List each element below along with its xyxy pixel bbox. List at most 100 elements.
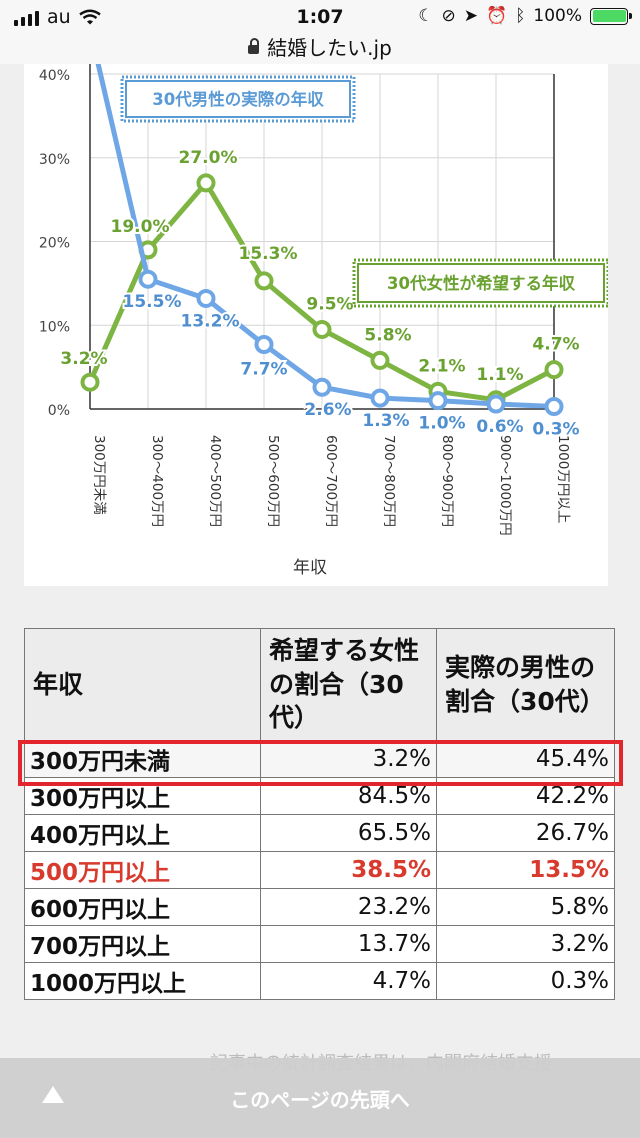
legend-male-box-inner — [125, 80, 351, 118]
data-label: 1.1% — [476, 365, 523, 385]
row-income: 700万円以上 — [24, 925, 261, 963]
table-row: 1000万円以上 4.7% 0.3% — [24, 962, 615, 1000]
back-to-top-label[interactable]: このページの先頭へ — [230, 1088, 410, 1112]
bluetooth-icon: ᛒ — [515, 6, 526, 26]
row-male-pct: 5.8% — [436, 888, 615, 926]
data-point — [312, 319, 332, 339]
data-point — [370, 350, 390, 370]
row-income: 600万円以上 — [24, 888, 261, 926]
battery-icon — [590, 7, 632, 25]
data-label: 1.3% — [362, 411, 409, 431]
table-row: 300万円未満 3.2% 45.4% — [24, 740, 615, 778]
data-label: 0.6% — [476, 417, 523, 437]
chart-svg: 0% 10% 20% 30% 40% 300万円未満 300〜400万円 400〜500万円 5… — [39, 64, 608, 578]
data-point — [254, 271, 274, 291]
data-label: 27.0% — [179, 148, 238, 168]
back-to-top-bar[interactable]: このページの先頭へ — [0, 1058, 640, 1138]
data-point — [428, 391, 448, 411]
rotation-lock-icon: ⊘ — [441, 6, 456, 26]
row-male-pct: 42.2% — [436, 777, 615, 815]
series-0-group — [95, 64, 564, 416]
data-label: 13.2% — [181, 311, 240, 331]
y-tick-label: 10% — [39, 319, 70, 335]
data-point — [80, 372, 100, 392]
row-female-pct: 84.5% — [260, 777, 437, 815]
data-point — [370, 388, 390, 408]
table-row: 600万円以上 23.2% 5.8% — [24, 888, 615, 926]
data-point — [138, 269, 158, 289]
data-label: 7.7% — [240, 360, 287, 380]
table-row: 400万円以上 65.5% 26.7% — [24, 814, 615, 852]
url-text: 結婚したい.jp — [267, 36, 392, 60]
up-arrow-icon — [42, 1086, 64, 1103]
income-table: 年収 希望する女性の割合（30代） 実際の男性の割合（30代） 300万円未満 … — [24, 628, 615, 1000]
data-label: 5.8% — [364, 325, 411, 345]
data-label: 9.5% — [306, 294, 353, 314]
data-label: 1.0% — [418, 414, 465, 434]
line-chart: 0% 10% 20% 30% 40% 300万円未満 300〜400万円 400〜500万円 5… — [24, 64, 608, 586]
x-tick-label: 600〜700万円 — [323, 435, 339, 527]
header-income: 年収 — [24, 628, 261, 741]
data-point — [544, 396, 564, 416]
x-tick-label: 300万円未満 — [91, 435, 107, 515]
data-label: 4.7% — [532, 335, 579, 355]
row-income: 300万円以上 — [24, 777, 261, 815]
y-tick-label: 20% — [39, 236, 70, 252]
status-right: ☾ ⊘ ➤ ⏰ ᛒ 100% — [418, 6, 632, 26]
wifi-icon — [78, 9, 101, 25]
data-label: 2.1% — [418, 356, 465, 376]
row-male-pct: 13.5% — [436, 851, 615, 889]
table-header-row: 年収 希望する女性の割合（30代） 実際の男性の割合（30代） — [24, 628, 615, 741]
row-income: 500万円以上 — [24, 851, 261, 889]
x-tick-label: 900〜1000万円 — [497, 435, 513, 536]
y-tick-label: 0% — [48, 403, 70, 419]
data-label: 2.6% — [304, 400, 351, 420]
location-icon: ➤ — [463, 6, 479, 26]
data-point — [486, 394, 506, 414]
carrier-label: au — [47, 6, 71, 28]
series-1-group — [80, 173, 564, 410]
legend-male-text: 30代男性の実際の年収 — [152, 89, 324, 109]
y-tick-label: 40% — [39, 68, 70, 84]
row-female-pct: 4.7% — [260, 962, 437, 1000]
x-tick-label: 300〜400万円 — [149, 435, 165, 527]
x-axis-title: 年収 — [293, 558, 327, 578]
row-male-pct: 3.2% — [436, 925, 615, 963]
x-tick-label: 400〜500万円 — [207, 435, 223, 527]
y-tick-label: 30% — [39, 152, 70, 168]
legend-female-text: 30代女性が希望する年収 — [387, 273, 575, 293]
clock-time: 1:07 — [296, 6, 344, 28]
x-tick-label: 500〜600万円 — [265, 435, 281, 527]
alarm-icon: ⏰ — [486, 6, 508, 26]
moon-icon: ☾ — [418, 6, 434, 26]
row-male-pct: 0.3% — [436, 962, 615, 1000]
lock-icon — [248, 38, 260, 54]
x-tick-label: 1000万円以上 — [555, 435, 571, 523]
data-point — [196, 288, 216, 308]
table-row: 300万円以上 84.5% 42.2% — [24, 777, 615, 815]
data-point — [196, 173, 216, 193]
signal-icon — [14, 8, 39, 26]
row-female-pct: 23.2% — [260, 888, 437, 926]
row-female-pct: 13.7% — [260, 925, 437, 963]
data-label: 15.3% — [239, 244, 298, 264]
data-point — [544, 360, 564, 380]
data-point — [312, 377, 332, 397]
row-female-pct: 3.2% — [260, 740, 437, 778]
data-point — [254, 335, 274, 355]
data-label: 19.0% — [111, 217, 170, 237]
legend-male-box — [120, 75, 356, 123]
table-row-highlighted: 500万円以上 38.5% 13.5% — [24, 851, 615, 889]
row-income: 400万円以上 — [24, 814, 261, 852]
address-bar[interactable]: 結婚したい.jp — [0, 30, 640, 64]
row-male-pct: 26.7% — [436, 814, 615, 852]
battery-percent: 100% — [533, 6, 582, 26]
row-female-pct: 38.5% — [260, 851, 437, 889]
data-label: 3.2% — [60, 349, 107, 369]
header-male-actual: 実際の男性の割合（30代） — [436, 628, 615, 741]
data-label: 0.3% — [532, 419, 579, 439]
data-label: 15.5% — [123, 292, 182, 312]
x-tick-label: 700〜800万円 — [381, 435, 397, 527]
legend-female-box-inner — [357, 263, 605, 303]
status-left: au — [14, 6, 101, 28]
